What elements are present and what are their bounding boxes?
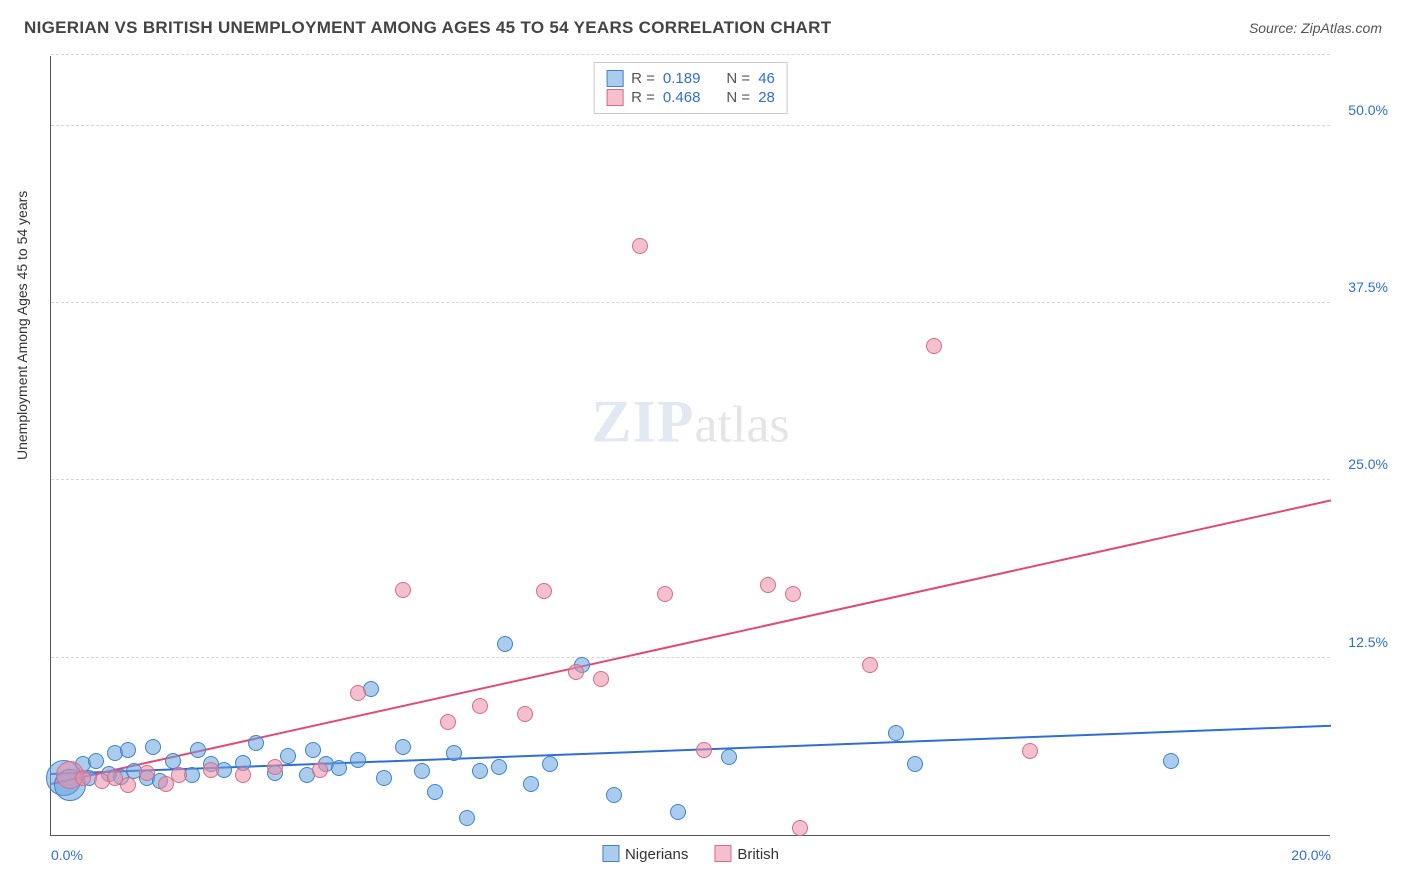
gridline-h xyxy=(51,54,1330,55)
scatter-point xyxy=(907,756,923,772)
scatter-point xyxy=(721,749,737,765)
plot-area: ZIPatlas R =0.189N =46R =0.468N =28 Nige… xyxy=(50,56,1330,836)
header-bar: NIGERIAN VS BRITISH UNEMPLOYMENT AMONG A… xyxy=(0,0,1406,44)
stats-r-value: 0.189 xyxy=(663,70,701,87)
legend-swatch xyxy=(602,845,619,862)
stats-row: R = 0.468 N = 28 xyxy=(606,88,775,107)
scatter-point xyxy=(190,742,206,758)
scatter-point xyxy=(1022,743,1038,759)
stats-n-label: N = xyxy=(726,70,750,87)
scatter-point xyxy=(670,804,686,820)
scatter-point xyxy=(606,787,622,803)
scatter-point xyxy=(792,820,808,836)
stats-swatch xyxy=(606,89,623,106)
scatter-point xyxy=(75,770,91,786)
scatter-point xyxy=(171,767,187,783)
scatter-point xyxy=(427,784,443,800)
scatter-point xyxy=(312,762,328,778)
gridline-h xyxy=(51,302,1330,303)
watermark-atlas: atlas xyxy=(694,397,789,454)
stats-n-label: N = xyxy=(726,89,750,106)
scatter-point xyxy=(120,742,136,758)
scatter-point xyxy=(120,777,136,793)
stats-swatch xyxy=(606,70,623,87)
stats-box: R = 0.189 N = 46 R = 0.468 N = 28 xyxy=(593,62,788,114)
legend-label: British xyxy=(737,846,779,863)
scatter-point xyxy=(657,586,673,602)
gridline-h xyxy=(51,479,1330,480)
scatter-point xyxy=(248,735,264,751)
scatter-point xyxy=(145,739,161,755)
source-label: Source: ZipAtlas.com xyxy=(1249,20,1382,36)
scatter-point xyxy=(280,748,296,764)
scatter-point xyxy=(376,770,392,786)
scatter-point xyxy=(331,760,347,776)
scatter-point xyxy=(350,685,366,701)
scatter-point xyxy=(536,583,552,599)
scatter-point xyxy=(472,763,488,779)
y-tick-label: 50.0% xyxy=(1348,102,1388,118)
scatter-point xyxy=(1163,753,1179,769)
scatter-point xyxy=(491,759,507,775)
scatter-point xyxy=(88,753,104,769)
scatter-point xyxy=(472,698,488,714)
watermark: ZIPatlas xyxy=(591,388,789,457)
y-tick-label: 37.5% xyxy=(1348,279,1388,295)
stats-r-value: 0.468 xyxy=(663,89,701,106)
legend-item: Nigerians xyxy=(602,845,688,863)
scatter-point xyxy=(517,706,533,722)
stats-r-label: R = xyxy=(631,89,655,106)
scatter-point xyxy=(523,776,539,792)
scatter-point xyxy=(414,763,430,779)
legend-item: British xyxy=(714,845,779,863)
stats-n-value: 46 xyxy=(758,70,775,87)
scatter-point xyxy=(395,739,411,755)
scatter-point xyxy=(888,725,904,741)
legend-bottom: Nigerians British xyxy=(602,845,779,863)
scatter-point xyxy=(350,752,366,768)
legend-label: Nigerians xyxy=(625,846,688,863)
scatter-point xyxy=(568,664,584,680)
scatter-point xyxy=(395,582,411,598)
trend-line xyxy=(51,499,1332,785)
scatter-point xyxy=(593,671,609,687)
stats-row: R = 0.189 N = 46 xyxy=(606,69,775,88)
scatter-point xyxy=(542,756,558,772)
chart-title: NIGERIAN VS BRITISH UNEMPLOYMENT AMONG A… xyxy=(24,18,831,38)
scatter-point xyxy=(267,759,283,775)
stats-r-label: R = xyxy=(631,70,655,87)
scatter-point xyxy=(203,762,219,778)
gridline-h xyxy=(51,657,1330,658)
x-tick-label: 0.0% xyxy=(51,847,83,863)
scatter-point xyxy=(440,714,456,730)
legend-swatch xyxy=(714,845,731,862)
scatter-point xyxy=(632,238,648,254)
x-tick-label: 20.0% xyxy=(1291,847,1331,863)
scatter-point xyxy=(785,586,801,602)
scatter-point xyxy=(446,745,462,761)
scatter-point xyxy=(760,577,776,593)
gridline-h xyxy=(51,125,1330,126)
scatter-point xyxy=(862,657,878,673)
y-axis-label: Unemployment Among Ages 45 to 54 years xyxy=(14,191,30,460)
scatter-point xyxy=(497,636,513,652)
scatter-point xyxy=(459,810,475,826)
scatter-point xyxy=(235,767,251,783)
stats-n-value: 28 xyxy=(758,89,775,106)
y-tick-label: 25.0% xyxy=(1348,456,1388,472)
scatter-point xyxy=(305,742,321,758)
scatter-point xyxy=(926,338,942,354)
scatter-point xyxy=(139,765,155,781)
scatter-point xyxy=(696,742,712,758)
y-tick-label: 12.5% xyxy=(1348,634,1388,650)
watermark-zip: ZIP xyxy=(591,389,694,455)
